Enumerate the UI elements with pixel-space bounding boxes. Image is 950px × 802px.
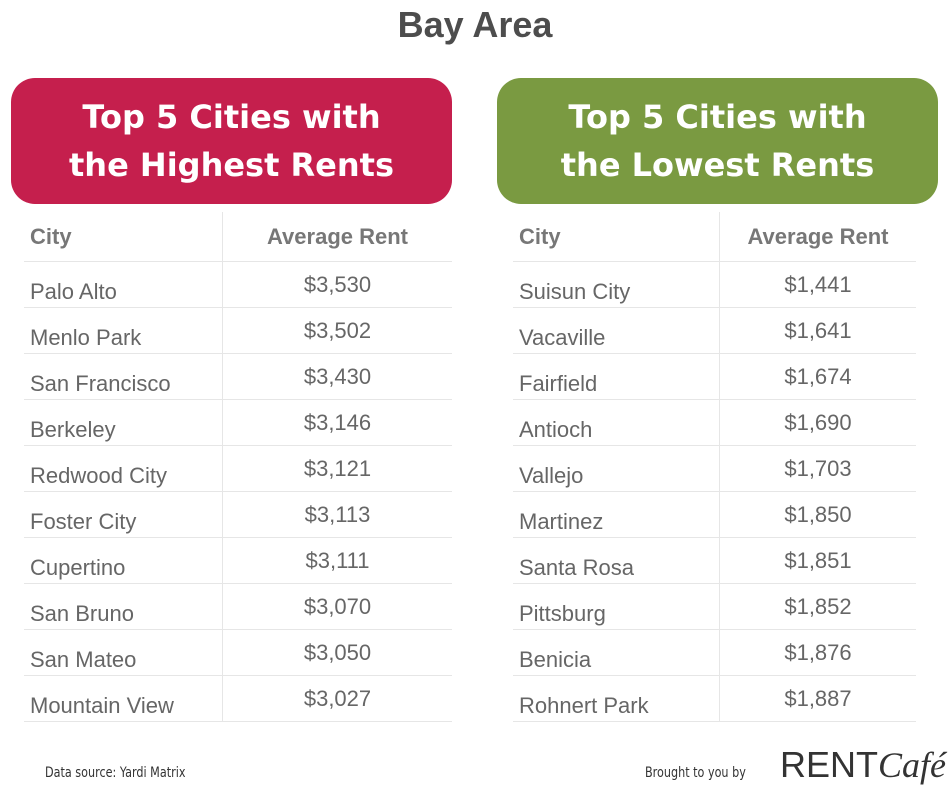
rent-cell: $3,530 <box>303 272 372 297</box>
city-cell: Mountain View <box>24 676 223 721</box>
table-row: Vacaville $1,641 <box>513 308 916 354</box>
city-cell: Berkeley <box>24 400 223 445</box>
city-cell: Santa Rosa <box>513 538 720 583</box>
rent-table: City Average Rent Suisun City $1,441 Vacavil… <box>513 212 916 722</box>
city-cell: Fairfield <box>513 354 720 399</box>
rent-cell: $3,502 <box>303 318 372 343</box>
table-row: Antioch $1,690 <box>513 400 916 446</box>
table-row: Fairfield $1,674 <box>513 354 916 400</box>
rent-cell: $1,674 <box>784 364 852 389</box>
city-cell: Vallejo <box>513 446 720 491</box>
rent-cell: $1,850 <box>784 502 852 527</box>
column-header: Average Rent <box>266 223 408 249</box>
city-cell: Vacaville <box>513 308 720 353</box>
city-cell: Suisun City <box>513 262 720 307</box>
rent-cell: $3,146 <box>303 410 372 435</box>
city-cell: Antioch <box>513 400 720 445</box>
rent-cell: $1,876 <box>784 640 852 665</box>
table-row: Suisun City $1,441 <box>513 262 916 308</box>
rent-cell: $3,050 <box>303 640 372 665</box>
city-cell: Menlo Park <box>24 308 223 353</box>
city-cell: Benicia <box>513 630 720 675</box>
header-row: City Average Rent <box>24 212 452 262</box>
table-row: Mountain View $3,027 <box>24 676 452 722</box>
rent-cell: $3,070 <box>303 594 372 619</box>
logo-main: RENT <box>780 744 878 785</box>
city-cell: Rohnert Park <box>513 676 720 721</box>
city-cell: Martinez <box>513 492 720 537</box>
rent-cell: $1,887 <box>784 686 852 711</box>
rent-cell: $3,027 <box>303 686 372 711</box>
table-row: San Francisco $3,430 <box>24 354 452 400</box>
table-row: Rohnert Park $1,887 <box>513 676 916 722</box>
credit-note: Brought to you by <box>645 765 746 781</box>
rent-cell: $1,852 <box>784 594 852 619</box>
rent-cell: $1,441 <box>784 272 852 297</box>
rent-cell: $1,703 <box>784 456 852 481</box>
column-header: City <box>24 212 223 261</box>
table-row: Santa Rosa $1,851 <box>513 538 916 584</box>
rent-cell: $3,111 <box>305 548 370 573</box>
table-row: Cupertino $3,111 <box>24 538 452 584</box>
table-row: San Bruno $3,070 <box>24 584 452 630</box>
city-cell: San Mateo <box>24 630 223 675</box>
table-row: Palo Alto $3,530 <box>24 262 452 308</box>
table-heading: Top 5 Cities with the Lowest Rents <box>497 78 938 204</box>
table-row: Berkeley $3,146 <box>24 400 452 446</box>
rent-cell: $3,121 <box>303 456 372 481</box>
table-row: Redwood City $3,121 <box>24 446 452 492</box>
logo-script: Café <box>878 745 946 785</box>
column-header: City <box>513 212 720 261</box>
logo: RENTCafé <box>780 744 946 786</box>
column-header: Average Rent <box>747 223 889 249</box>
rent-cell: $3,113 <box>304 502 371 527</box>
city-cell: San Bruno <box>24 584 223 629</box>
city-cell: Redwood City <box>24 446 223 491</box>
table-row: Menlo Park $3,502 <box>24 308 452 354</box>
table-row: Martinez $1,850 <box>513 492 916 538</box>
rent-table: City Average Rent Palo Alto $3,530 Menlo Par… <box>24 212 452 722</box>
source-note: Data source: Yardi Matrix <box>45 765 186 781</box>
table-row: Vallejo $1,703 <box>513 446 916 492</box>
rent-cell: $1,690 <box>784 410 852 435</box>
table-row: Benicia $1,876 <box>513 630 916 676</box>
table-row: Foster City $3,113 <box>24 492 452 538</box>
city-cell: Palo Alto <box>24 262 223 307</box>
page-title: Bay Area <box>397 4 553 45</box>
rent-cell: $1,641 <box>784 318 852 343</box>
table-heading: Top 5 Cities with the Highest Rents <box>11 78 452 204</box>
rent-cell: $3,430 <box>303 364 372 389</box>
header-row: City Average Rent <box>513 212 916 262</box>
city-cell: Cupertino <box>24 538 223 583</box>
city-cell: Pittsburg <box>513 584 720 629</box>
table-row: San Mateo $3,050 <box>24 630 452 676</box>
city-cell: San Francisco <box>24 354 223 399</box>
table-row: Pittsburg $1,852 <box>513 584 916 630</box>
rent-cell: $1,851 <box>784 548 852 573</box>
city-cell: Foster City <box>24 492 223 537</box>
